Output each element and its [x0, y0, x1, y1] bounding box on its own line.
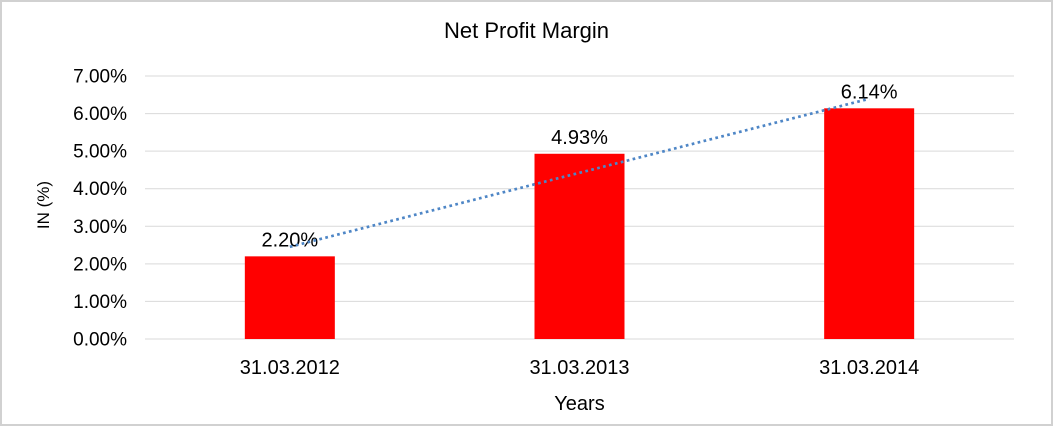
- data-label: 4.93%: [551, 127, 608, 149]
- data-label: 2.20%: [261, 229, 318, 251]
- y-tick-label: 3.00%: [73, 217, 127, 238]
- x-tick-label: 31.03.2012: [240, 357, 340, 379]
- y-tick-label: 1.00%: [73, 292, 127, 313]
- y-tick-label: 0.00%: [73, 330, 127, 351]
- bar: [534, 153, 625, 339]
- data-label: 6.14%: [841, 81, 898, 103]
- bar: [824, 108, 915, 339]
- trendline: [289, 97, 870, 249]
- y-tick-label: 7.00%: [73, 67, 127, 88]
- x-tick-label: 31.03.2014: [819, 357, 919, 379]
- bar: [244, 256, 335, 339]
- chart-title: Net Profit Margin: [443, 18, 610, 43]
- y-tick-label: 2.00%: [73, 254, 127, 275]
- x-axis-title: Years: [554, 393, 605, 415]
- x-tick-label: 31.03.2013: [529, 357, 629, 379]
- y-tick-label: 4.00%: [73, 179, 127, 200]
- y-tick-label: 5.00%: [73, 142, 127, 163]
- y-tick-label: 6.00%: [73, 104, 127, 125]
